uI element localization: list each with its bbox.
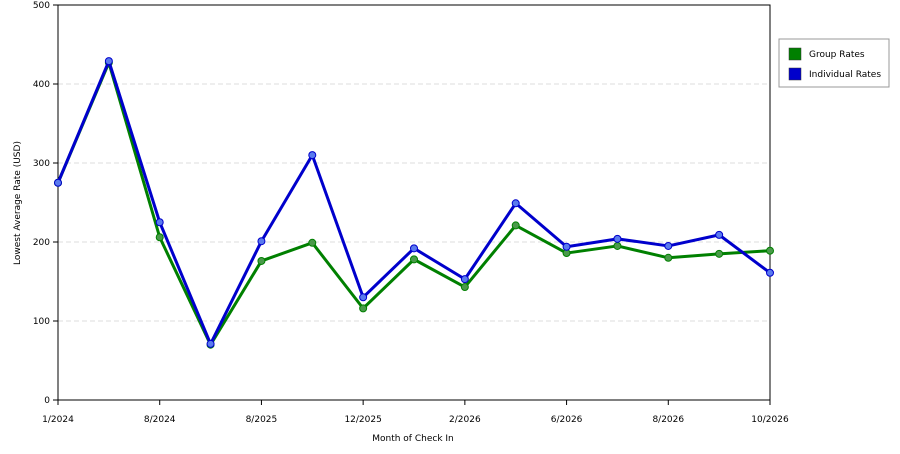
y-axis-label: Lowest Average Rate (USD): [13, 141, 23, 265]
data-point: [715, 249, 724, 258]
series-line: [56, 61, 771, 347]
data-point: [511, 199, 520, 208]
x-tick-label: 8/2024: [144, 415, 176, 425]
x-tick-label: 2/2026: [449, 415, 481, 425]
data-point: [308, 238, 317, 247]
x-tick-label: 8/2026: [652, 415, 684, 425]
data-point: [257, 237, 266, 246]
y-tick-label: 500: [33, 1, 50, 11]
data-point: [562, 242, 571, 251]
legend-swatch: [788, 67, 802, 81]
y-tick-label: 200: [33, 238, 50, 248]
x-tick-label: 6/2026: [551, 415, 583, 425]
data-point: [460, 283, 469, 292]
data-point: [511, 221, 520, 230]
data-point: [257, 256, 266, 265]
data-point: [206, 339, 215, 348]
data-point: [104, 57, 113, 66]
data-point: [155, 218, 164, 227]
data-point: [410, 244, 418, 253]
x-axis-label: Month of Check In: [372, 434, 454, 444]
x-tick-label: 1/2024: [42, 415, 74, 425]
data-point: [715, 230, 724, 239]
data-point: [460, 275, 469, 284]
y-tick-label: 0: [44, 396, 50, 406]
data-point: [664, 253, 673, 262]
x-tick-label: 8/2025: [246, 415, 278, 425]
series-line: [56, 59, 771, 346]
data-point: [155, 233, 164, 242]
data-point: [613, 234, 622, 243]
y-tick-label: 100: [33, 317, 50, 327]
legend-swatch: [788, 47, 802, 61]
data-point: [54, 178, 62, 187]
legend-label: Individual Rates: [809, 70, 881, 80]
data-point: [359, 293, 368, 302]
y-tick-label: 400: [33, 80, 50, 90]
x-tick-label: 10/2026: [751, 415, 789, 425]
data-point: [308, 151, 317, 160]
data-point: [664, 241, 673, 250]
y-tick-label: 300: [33, 159, 50, 169]
data-point: [359, 304, 368, 313]
data-point: [613, 241, 622, 250]
legend-label: Group Rates: [809, 50, 865, 60]
data-point: [766, 246, 774, 255]
data-point: [410, 255, 418, 264]
x-tick-label: 12/2025: [344, 415, 381, 425]
data-point: [766, 268, 774, 277]
plot-frame: [57, 4, 771, 401]
